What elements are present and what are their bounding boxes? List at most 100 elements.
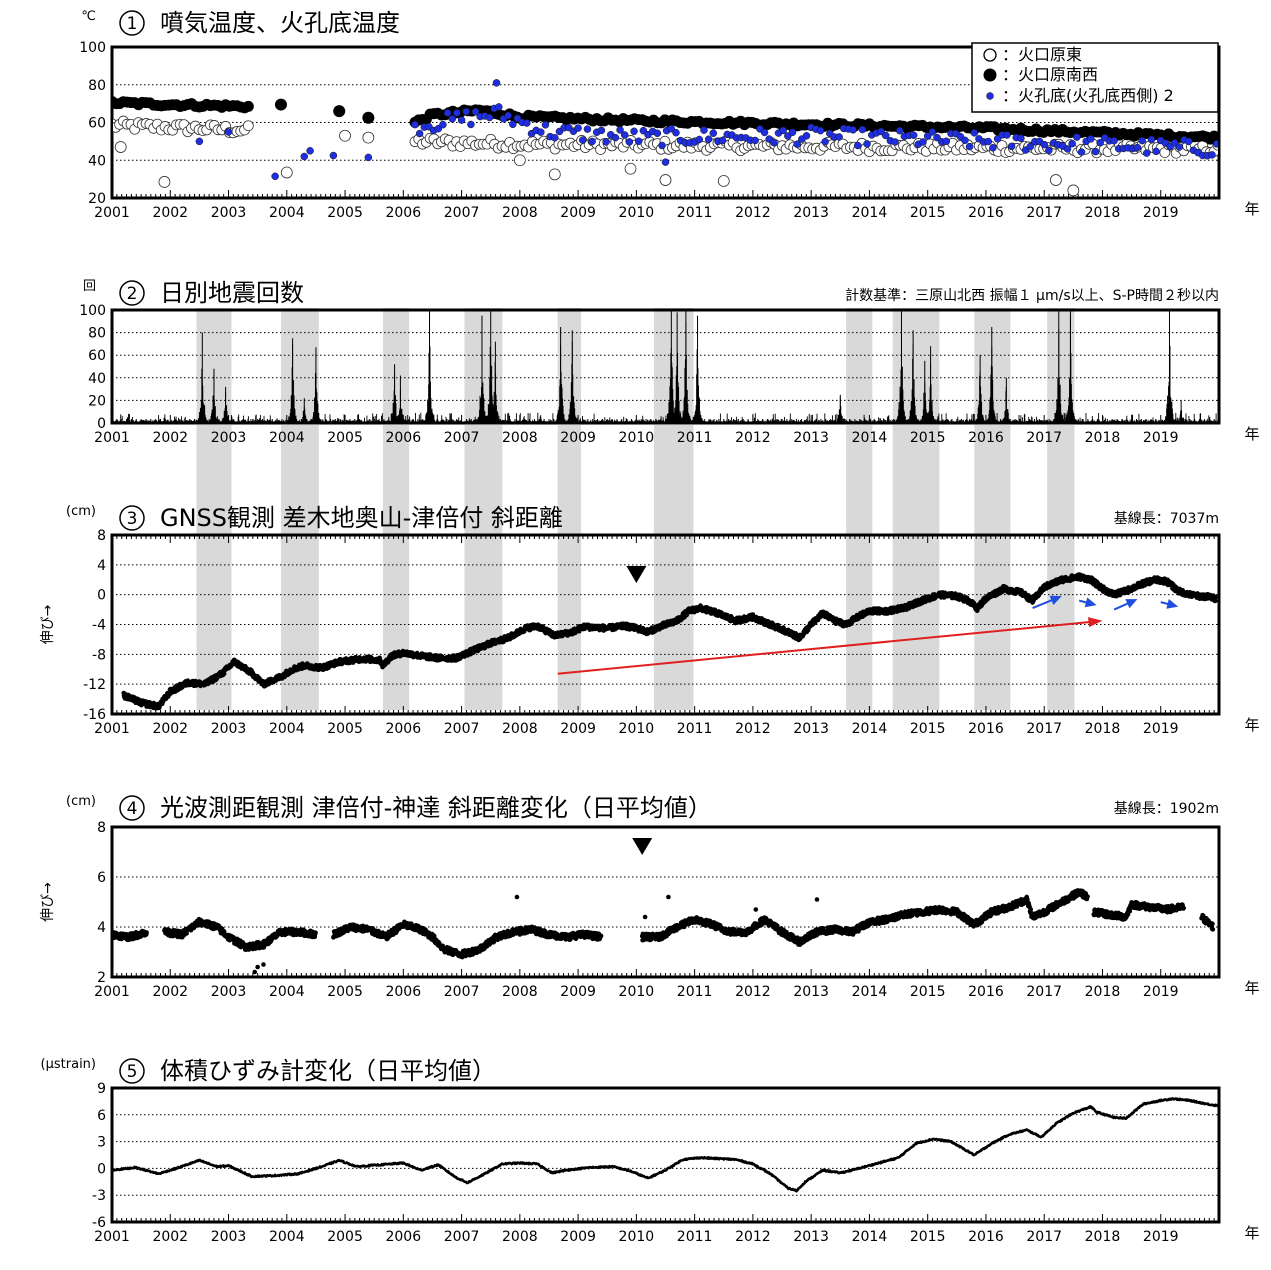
data-point bbox=[281, 167, 292, 178]
data-point bbox=[910, 132, 917, 139]
data-point bbox=[654, 130, 661, 137]
x-tick-label: 2018 bbox=[1085, 430, 1121, 446]
legend-label: ：火口原東 bbox=[1002, 45, 1082, 64]
data-point bbox=[625, 163, 636, 174]
y-tick-label: 100 bbox=[79, 303, 106, 319]
x-tick-label: 2004 bbox=[269, 430, 305, 446]
data-point bbox=[363, 132, 374, 143]
data-point bbox=[660, 175, 671, 186]
x-tick-label: 2016 bbox=[968, 205, 1004, 221]
data-point bbox=[449, 115, 456, 122]
x-tick-label: 2005 bbox=[327, 721, 363, 737]
data-point bbox=[225, 128, 232, 135]
x-tick-label: 2007 bbox=[444, 430, 480, 446]
trend-arrow-head bbox=[1088, 617, 1102, 627]
data-point bbox=[575, 125, 582, 132]
data-point bbox=[850, 126, 857, 133]
legend-label: ：火孔底(火孔底西側) 2 bbox=[1002, 86, 1174, 105]
y-tick-label: 40 bbox=[88, 371, 106, 387]
x-tick-label: 2007 bbox=[444, 205, 480, 221]
x-tick-label: 2001 bbox=[94, 205, 130, 221]
x-tick-label: 2001 bbox=[94, 721, 130, 737]
data-point bbox=[579, 137, 586, 144]
data-point bbox=[603, 138, 610, 145]
x-tick-label: 2013 bbox=[793, 205, 829, 221]
data-point bbox=[789, 129, 796, 136]
x-tick-label: 2015 bbox=[910, 430, 946, 446]
shaded-period-b bbox=[974, 425, 1010, 710]
x-tick-label: 2009 bbox=[560, 205, 596, 221]
y-unit-label: (cm) bbox=[66, 504, 96, 519]
data-point bbox=[892, 138, 899, 145]
x-tick-label: 2003 bbox=[211, 430, 247, 446]
panel-4 bbox=[110, 796, 1219, 977]
data-point bbox=[631, 128, 638, 135]
data-point bbox=[1185, 138, 1192, 145]
x-tick-label: 2015 bbox=[910, 721, 946, 737]
data-point bbox=[340, 130, 351, 141]
data-point bbox=[243, 101, 254, 112]
data-point bbox=[780, 127, 787, 134]
x-tick-label: 2017 bbox=[1026, 721, 1062, 737]
y-tick-label: 20 bbox=[88, 393, 106, 409]
x-tick-label: 2017 bbox=[1026, 430, 1062, 446]
x-tick-label: 2019 bbox=[1143, 430, 1179, 446]
data-point bbox=[1139, 137, 1146, 144]
x-tick-label: 2008 bbox=[502, 430, 538, 446]
data-point bbox=[635, 138, 642, 145]
y-tick-label: 60 bbox=[88, 116, 106, 132]
x-tick-label: 2014 bbox=[852, 430, 888, 446]
data-point bbox=[330, 152, 337, 159]
data-point bbox=[985, 138, 992, 145]
data-point bbox=[626, 138, 633, 145]
data-point bbox=[705, 136, 712, 143]
x-tick-label: 2002 bbox=[152, 721, 188, 737]
x-tick-label: 2018 bbox=[1085, 721, 1121, 737]
data-point bbox=[971, 129, 978, 136]
data-point bbox=[836, 133, 843, 140]
x-tick-label: 2016 bbox=[968, 721, 1004, 737]
shaded-period-a bbox=[281, 308, 319, 423]
data-point bbox=[365, 154, 372, 161]
x-tick-label: 2019 bbox=[1143, 205, 1179, 221]
data-point bbox=[486, 114, 493, 121]
data-point bbox=[803, 132, 810, 139]
data-point bbox=[718, 176, 729, 187]
x-tick-label: 2012 bbox=[735, 205, 771, 221]
deformation-arrow-head bbox=[1166, 599, 1178, 609]
data-point bbox=[275, 99, 287, 111]
shaded-period-b bbox=[383, 425, 409, 710]
shaded-period-b bbox=[893, 425, 940, 710]
x-tick-label: 2018 bbox=[1085, 205, 1121, 221]
y-tick-label: 4 bbox=[97, 558, 106, 574]
data-point bbox=[621, 131, 628, 138]
y-tick-label: 80 bbox=[88, 78, 106, 94]
data-point bbox=[411, 121, 418, 128]
x-tick-label: 2013 bbox=[793, 430, 829, 446]
x-tick-label: 2005 bbox=[327, 430, 363, 446]
data-point bbox=[1069, 140, 1076, 147]
y-tick-label: 60 bbox=[88, 348, 106, 364]
x-tick-label: 2012 bbox=[735, 430, 771, 446]
data-point bbox=[1050, 175, 1061, 186]
data-point bbox=[493, 79, 500, 86]
shaded-period-a bbox=[846, 308, 872, 423]
data-point bbox=[854, 142, 861, 149]
y-tick-label: 40 bbox=[88, 153, 106, 169]
y-tick-label: -12 bbox=[83, 677, 106, 693]
x-tick-label: 2010 bbox=[619, 430, 655, 446]
data-point bbox=[822, 138, 829, 145]
x-tick-label: 2011 bbox=[677, 430, 713, 446]
data-point bbox=[463, 108, 470, 115]
x-unit-label: 年 bbox=[1244, 716, 1259, 734]
data-point bbox=[752, 137, 759, 144]
data-point bbox=[333, 105, 345, 117]
data-point bbox=[272, 173, 279, 180]
data-point bbox=[1008, 143, 1015, 150]
y-unit-label: 回 bbox=[83, 279, 96, 294]
x-unit-label: 年 bbox=[1244, 425, 1259, 443]
data-point bbox=[523, 120, 530, 127]
panel-note: 基線長：7037m bbox=[1114, 510, 1219, 527]
x-tick-label: 2009 bbox=[560, 430, 596, 446]
